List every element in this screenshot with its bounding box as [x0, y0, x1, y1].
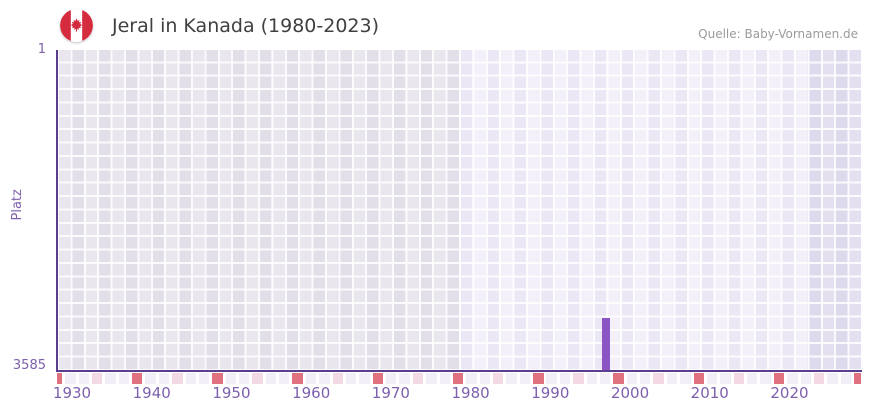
tick-cell — [225, 373, 236, 384]
decade-tick-cell — [452, 373, 464, 384]
tick-cell — [118, 373, 130, 384]
tick-cell — [78, 373, 89, 384]
half-decade-tick-cell — [332, 373, 343, 384]
tick-cell — [466, 373, 477, 384]
tick-cell — [586, 373, 597, 384]
tick-cell — [519, 373, 531, 384]
tick-cell — [105, 373, 116, 384]
x-tick-label: 1990 — [531, 384, 570, 402]
decade-tick-cell — [533, 373, 544, 384]
tick-cell — [319, 373, 330, 384]
y-axis-line — [56, 50, 58, 372]
decade-tick-cell — [292, 373, 303, 384]
source-credit: Quelle: Baby-Vornamen.de — [698, 27, 858, 41]
y-tick-bottom: 3585 — [12, 358, 46, 373]
x-axis-line — [56, 370, 862, 372]
tick-cell — [506, 373, 517, 384]
rank-bar-1997 — [602, 317, 611, 371]
tick-cell — [626, 373, 638, 384]
x-tick-label: 1970 — [371, 384, 410, 402]
half-decade-tick-cell — [91, 373, 103, 384]
tick-cell — [787, 373, 798, 384]
tick-cell — [439, 373, 450, 384]
tick-cell — [747, 373, 758, 384]
x-tick-label: 1940 — [132, 384, 171, 402]
x-tick-label: 1980 — [451, 384, 490, 402]
tick-cell — [185, 373, 196, 384]
half-decade-tick-cell — [493, 373, 504, 384]
decade-tick-cell — [372, 373, 384, 384]
x-tick-label: 1950 — [212, 384, 251, 402]
x-tick-label: 1960 — [292, 384, 331, 402]
tick-cell — [265, 373, 277, 384]
canada-flag-icon — [60, 9, 93, 42]
tick-cell — [640, 373, 651, 384]
half-decade-tick-cell — [252, 373, 263, 384]
y-tick-top: 1 — [37, 42, 46, 57]
page-title: Jeral in Kanada (1980-2023) — [112, 15, 380, 37]
x-tick-label: 2000 — [610, 384, 650, 402]
tick-cell — [680, 373, 691, 384]
tick-cell — [305, 373, 317, 384]
half-decade-tick-cell — [412, 373, 424, 384]
x-tick-label: 1930 — [52, 384, 92, 402]
decade-tick-cell — [613, 373, 624, 384]
grid-overlay — [57, 50, 861, 371]
x-tick-label: 2010 — [690, 384, 729, 402]
tick-cell — [840, 373, 852, 384]
tick-cell — [599, 373, 611, 384]
tick-cell — [479, 373, 491, 384]
tick-cell — [198, 373, 210, 384]
tick-cell — [345, 373, 357, 384]
decade-tick-cell — [693, 373, 704, 384]
tick-cell — [800, 373, 811, 384]
tick-cell — [546, 373, 557, 384]
tick-cell — [238, 373, 250, 384]
decade-tick-cell — [854, 373, 861, 384]
tick-cell — [279, 373, 290, 384]
tick-cell — [65, 373, 76, 384]
decade-tick-cell — [132, 373, 143, 384]
y-axis-title: Platz — [10, 189, 26, 221]
tick-cell — [559, 373, 571, 384]
decade-tick-cell — [212, 373, 223, 384]
decade-tick-cell — [57, 373, 63, 384]
decade-tick-cell — [773, 373, 785, 384]
x-axis-tick-strip — [57, 373, 861, 384]
half-decade-tick-cell — [573, 373, 584, 384]
x-tick-label: 2020 — [770, 384, 809, 402]
tick-cell — [145, 373, 156, 384]
tick-cell — [760, 373, 771, 384]
tick-cell — [158, 373, 170, 384]
tick-cell — [706, 373, 718, 384]
plot-area — [57, 50, 861, 371]
tick-cell — [827, 373, 838, 384]
tick-cell — [720, 373, 731, 384]
tick-cell — [426, 373, 437, 384]
tick-cell — [386, 373, 397, 384]
tick-cell — [666, 373, 678, 384]
half-decade-tick-cell — [813, 373, 825, 384]
x-axis-labels: 1930 1940 1950 1960 1970 1980 1990 2000 2010 2020 — [53, 384, 861, 406]
half-decade-tick-cell — [172, 373, 183, 384]
half-decade-tick-cell — [733, 373, 745, 384]
half-decade-tick-cell — [653, 373, 664, 384]
tick-cell — [399, 373, 410, 384]
tick-cell — [359, 373, 370, 384]
